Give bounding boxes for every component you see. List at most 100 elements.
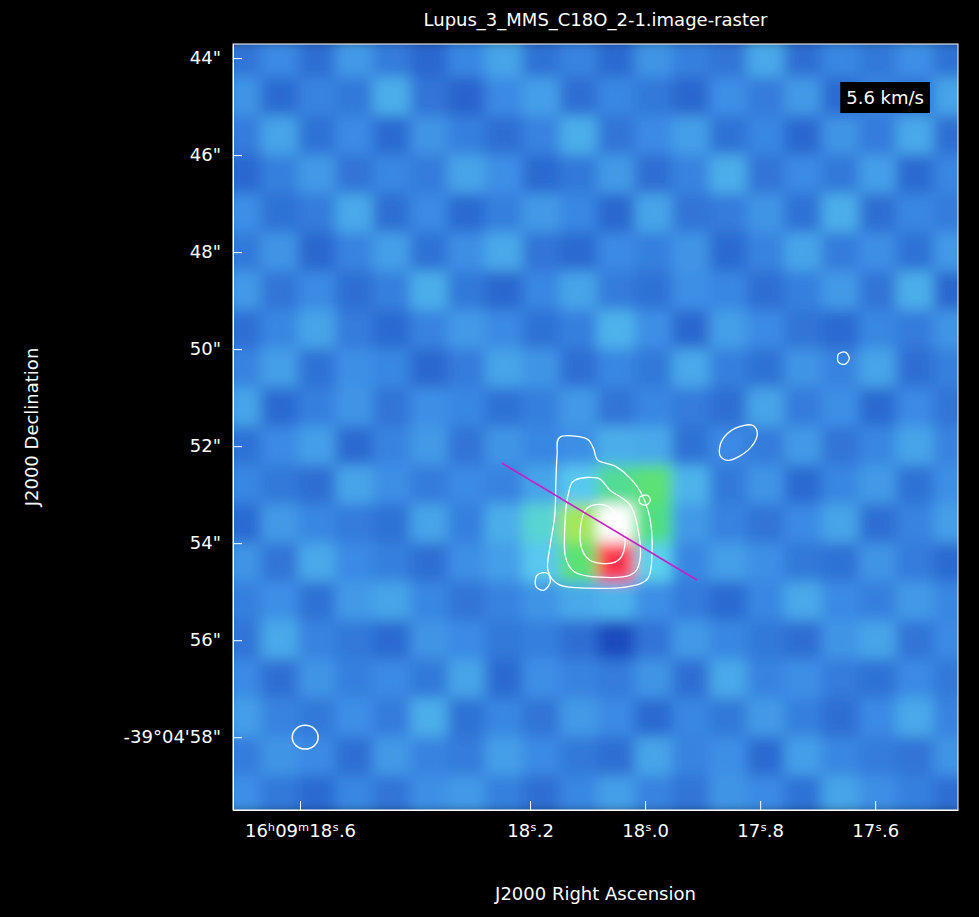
heatmap-cell bbox=[672, 504, 710, 544]
heatmap-cell bbox=[821, 698, 859, 738]
x-tick-label: 18ˢ.0 bbox=[622, 820, 669, 841]
heatmap-cell bbox=[859, 271, 897, 311]
heatmap-cell bbox=[261, 659, 299, 699]
heatmap-cell bbox=[747, 659, 785, 699]
heatmap-cell bbox=[934, 698, 958, 738]
heatmap-cell bbox=[485, 426, 523, 466]
heatmap-cell bbox=[784, 310, 822, 350]
heatmap-cell bbox=[821, 232, 859, 272]
heatmap-cell bbox=[298, 504, 336, 544]
heatmap-cell bbox=[747, 232, 785, 272]
annotation-box bbox=[840, 82, 930, 113]
y-tick-label: 52" bbox=[190, 435, 221, 456]
plot-area bbox=[233, 44, 958, 810]
heatmap-cell bbox=[934, 155, 958, 195]
heatmap-cell bbox=[597, 620, 635, 660]
heatmap-cell bbox=[597, 465, 635, 505]
x-tick: 16ʰ09ᵐ18ˢ.6 bbox=[245, 801, 356, 841]
heatmap-cell bbox=[522, 426, 560, 466]
heatmap-cell bbox=[896, 44, 934, 78]
heatmap-cell bbox=[233, 44, 262, 78]
y-tick-label: 48" bbox=[190, 241, 221, 262]
heatmap-cell bbox=[672, 737, 710, 777]
heatmap-cell bbox=[560, 310, 598, 350]
heatmap-cell bbox=[233, 310, 262, 350]
heatmap-cell bbox=[335, 155, 373, 195]
heatmap-cell bbox=[709, 776, 747, 810]
heatmap-cell bbox=[821, 659, 859, 699]
heatmap-cell bbox=[261, 155, 299, 195]
heatmap-cell bbox=[448, 737, 486, 777]
heatmap-cell bbox=[672, 44, 710, 78]
heatmap-cell bbox=[233, 193, 262, 233]
heatmap-cell bbox=[298, 465, 336, 505]
heatmap-cell bbox=[934, 116, 958, 156]
heatmap-cell bbox=[896, 504, 934, 544]
heatmap-cell bbox=[560, 271, 598, 311]
heatmap-cell bbox=[485, 310, 523, 350]
heatmap-cell bbox=[859, 193, 897, 233]
y-tick: 50" bbox=[190, 338, 242, 359]
heatmap-cell bbox=[373, 271, 411, 311]
heatmap-cell bbox=[747, 44, 785, 78]
heatmap-cell bbox=[298, 349, 336, 389]
heatmap-cell bbox=[672, 426, 710, 466]
heatmap-cell bbox=[747, 620, 785, 660]
heatmap-cell bbox=[859, 232, 897, 272]
heatmap-cell bbox=[896, 387, 934, 427]
x-tick-mark bbox=[300, 801, 301, 810]
heatmap-cell bbox=[335, 116, 373, 156]
heatmap-cell bbox=[335, 44, 373, 78]
heatmap-cell bbox=[485, 387, 523, 427]
heatmap-cell bbox=[859, 465, 897, 505]
contour bbox=[838, 352, 850, 364]
y-tick-mark bbox=[233, 155, 242, 156]
heatmap-cell bbox=[335, 581, 373, 621]
heatmap-cell bbox=[335, 504, 373, 544]
heatmap-cell bbox=[485, 581, 523, 621]
heatmap-cell bbox=[560, 620, 598, 660]
heatmap-cell bbox=[821, 504, 859, 544]
heatmap-cell bbox=[298, 776, 336, 810]
heatmap-cell bbox=[896, 776, 934, 810]
heatmap-cell bbox=[635, 581, 673, 621]
heatmap-cell bbox=[485, 698, 523, 738]
heatmap-cell bbox=[709, 116, 747, 156]
heatmap-cell bbox=[298, 193, 336, 233]
heatmap-cell bbox=[410, 776, 448, 810]
heatmap-cell bbox=[896, 116, 934, 156]
heatmap-cell bbox=[747, 387, 785, 427]
heatmap-cell bbox=[635, 737, 673, 777]
heatmap-cell bbox=[261, 543, 299, 583]
heatmap-cell bbox=[410, 193, 448, 233]
heatmap-cell bbox=[522, 232, 560, 272]
heatmap-cell bbox=[233, 776, 262, 810]
heatmap-cell bbox=[597, 698, 635, 738]
heatmap-cell bbox=[597, 77, 635, 117]
heatmap-cell bbox=[635, 271, 673, 311]
heatmap-cell bbox=[784, 620, 822, 660]
heatmap-cell bbox=[597, 659, 635, 699]
heatmap-cell bbox=[859, 581, 897, 621]
heatmap-cell bbox=[410, 620, 448, 660]
heatmap-cell bbox=[233, 77, 262, 117]
heatmap-cell bbox=[821, 271, 859, 311]
heatmap-cell bbox=[298, 271, 336, 311]
heatmap-cell bbox=[522, 543, 560, 583]
heatmap-cell bbox=[784, 155, 822, 195]
heatmap-cell bbox=[859, 387, 897, 427]
heatmap-cell bbox=[597, 193, 635, 233]
heatmap-cell bbox=[485, 232, 523, 272]
heatmap-cell bbox=[373, 659, 411, 699]
heatmap-cell bbox=[934, 659, 958, 699]
x-axis-line bbox=[234, 810, 959, 811]
heatmap-cell bbox=[635, 426, 673, 466]
title: Lupus_3_MMS_C18O_2-1.image-raster bbox=[424, 9, 769, 31]
heatmap-cell bbox=[635, 193, 673, 233]
heatmap-cell bbox=[410, 44, 448, 78]
y-axis: 44"46"48"50"52"54"56"-39°04'58" bbox=[124, 45, 242, 811]
heatmap-cell bbox=[373, 232, 411, 272]
heatmap-cell bbox=[709, 232, 747, 272]
heatmap-cell bbox=[635, 116, 673, 156]
heatmap-cell bbox=[821, 543, 859, 583]
